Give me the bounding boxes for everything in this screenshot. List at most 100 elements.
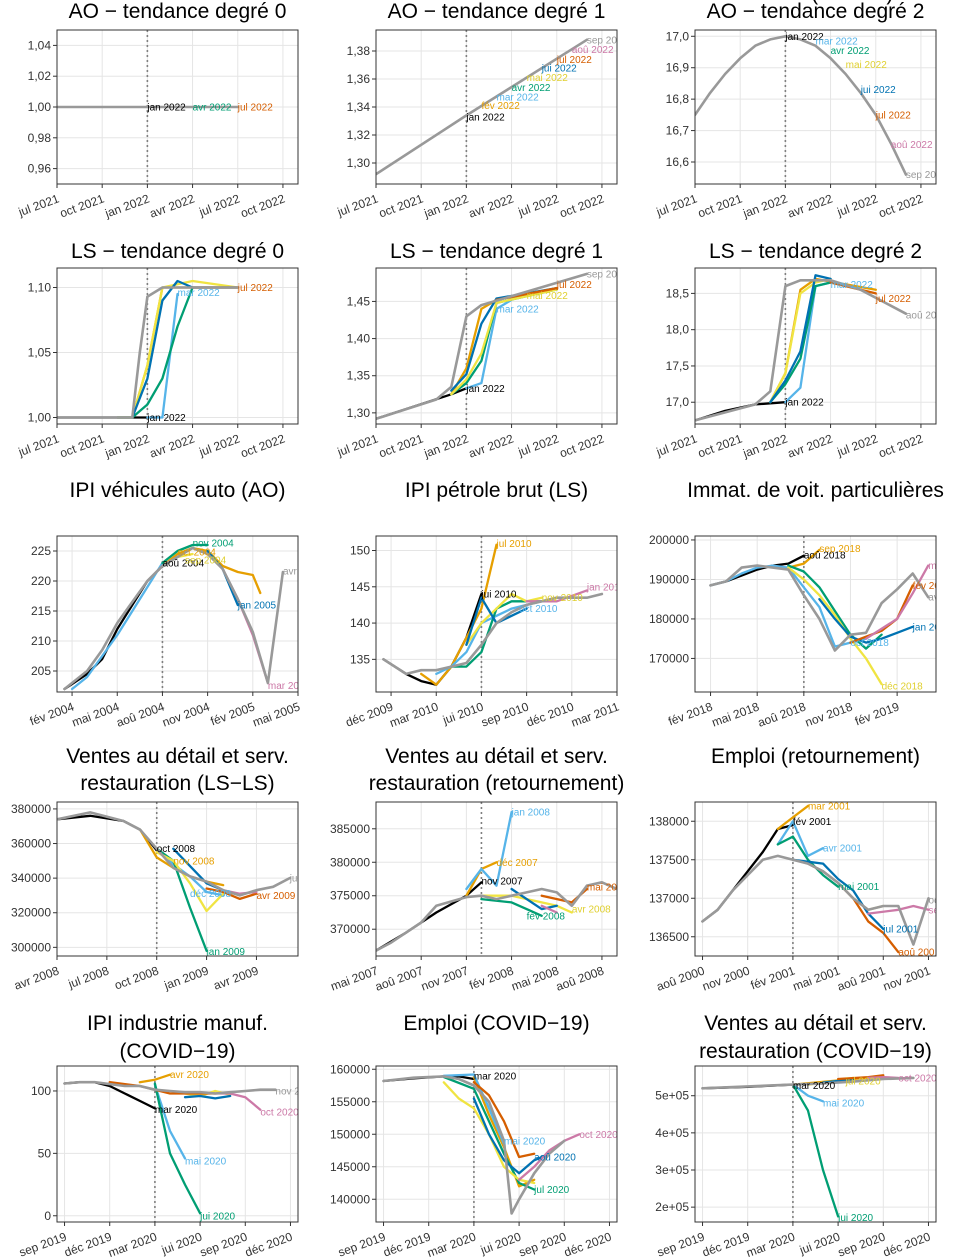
y-tick-label: 16,8: [666, 92, 690, 106]
y-tick-label: 1,10: [28, 281, 52, 295]
x-tick-label: mar 2020: [744, 1229, 797, 1257]
x-tick-label: jui 2020: [478, 1229, 524, 1257]
series-line-skyblue: [146, 292, 179, 419]
x-tick-label: déc 2020: [243, 1229, 294, 1257]
y-tick-label: 16,6: [666, 155, 690, 169]
y-tick-label: 1,38: [347, 44, 371, 58]
point-label: avr 2005: [283, 566, 322, 577]
point-label: aoû 2020: [534, 1153, 576, 1164]
y-tick-label: 225: [31, 544, 51, 558]
x-tick-label: aoû 2007: [373, 963, 425, 993]
x-tick-label: jan 2022: [740, 431, 789, 460]
x-tick-label: nov 2001: [881, 963, 932, 993]
point-label: fév 2001: [793, 817, 832, 828]
x-tick-label: sep 2020: [198, 1229, 249, 1257]
y-tick-label: 1,36: [347, 72, 371, 86]
x-tick-label: oct 2022: [558, 191, 606, 220]
series-line-vermillion: [472, 1081, 536, 1159]
x-tick-label: jan 2022: [102, 431, 151, 460]
point-label: oct 2008: [157, 844, 196, 855]
panel-border: [375, 801, 618, 957]
point-label: jui 2020: [199, 1211, 235, 1222]
series-line-blue: [472, 1097, 551, 1175]
x-tick-label: jui 2020: [797, 1229, 843, 1257]
x-tick-label: sep 2010: [479, 699, 530, 729]
series-line-orange: [776, 804, 810, 831]
y-tick-label: 145: [350, 580, 370, 594]
panel-border: [56, 1065, 299, 1223]
series-line-pink: [864, 564, 930, 640]
x-tick-label: jul 2021: [335, 191, 381, 219]
series-line-skyblue: [70, 561, 164, 691]
point-label: jui 2009: [289, 874, 325, 885]
y-tick-label: 0,96: [28, 162, 52, 176]
point-label: aoû 2004: [162, 559, 204, 570]
x-tick-label: oct 2021: [377, 431, 425, 460]
x-tick-label: déc 2020: [562, 1229, 613, 1257]
gridlines: [375, 268, 617, 424]
series-line-yellow: [787, 566, 883, 686]
x-tick-label: oct 2021: [696, 191, 744, 220]
panel-border: [375, 535, 618, 693]
point-label: jan 2008: [511, 808, 551, 819]
series-group: mar 2001 fév 2001 avr 2001 mai 2001 jul 2001…: [701, 802, 936, 956]
series-line-skyblue: [776, 820, 825, 858]
panel-border: [56, 267, 299, 425]
series-line-vermillion: [205, 887, 258, 901]
series-line-grey: [57, 286, 240, 419]
y-tick-label: 137500: [649, 853, 689, 867]
point-label: jul 2022: [237, 103, 273, 114]
y-tick-label: 150: [350, 544, 370, 558]
x-tick-label: mai 2005: [251, 699, 302, 729]
point-label: oct 2020: [579, 1130, 618, 1141]
x-tick-label: jui 2020: [159, 1229, 205, 1257]
x-tick-label: jan 2022: [421, 191, 470, 220]
point-label: avr 2019: [928, 593, 955, 604]
x-tick-label: jul 2022: [515, 431, 561, 459]
series-line-vermillion: [849, 584, 914, 644]
x-tick-label: déc 2010: [525, 699, 576, 729]
point-label: mai 2022: [527, 73, 569, 84]
y-tick-label: 0,98: [28, 131, 52, 145]
y-tick-label: 137000: [649, 891, 689, 905]
point-label: nov 2010: [542, 593, 584, 604]
point-label: mar 2020: [474, 1071, 517, 1082]
point-label: aoû 2022: [906, 311, 948, 322]
chart-panel: LS − tendance degré 1 jan 2022 mar 2022 mai…: [335, 240, 618, 461]
point-label: sep 2022: [906, 170, 948, 181]
x-tick-label: jul 2022: [196, 431, 242, 459]
x-tick-label: avr 2008: [12, 963, 61, 992]
series-line-orange: [420, 543, 498, 686]
gridlines: [695, 802, 936, 956]
x-tick-label: oct 2022: [239, 191, 287, 220]
gridlines: [695, 1066, 936, 1222]
y-tick-label: 1,32: [347, 128, 371, 142]
x-tick-label: avr 2022: [467, 191, 516, 220]
series-line-pink: [867, 904, 930, 915]
series-line-green: [155, 847, 208, 952]
series-group: mar 2020 mai 2020 aoû 2020 jul 2020 oct 2020: [382, 1071, 618, 1215]
point-label: aoû 2022: [891, 140, 933, 151]
chart-title: LS − tendance degré 0: [71, 240, 284, 263]
point-label: oct 2010: [519, 604, 558, 615]
panel-border: [694, 535, 937, 693]
y-tick-label: 200000: [649, 533, 689, 547]
y-tick-label: 180000: [649, 612, 689, 626]
series-line-grey: [382, 1075, 566, 1215]
chart-title: neuves (AO−LS): [738, 0, 894, 5]
point-label: jan 2022: [146, 413, 186, 424]
x-tick-label: oct 2022: [558, 431, 606, 460]
point-label: jul 2010: [496, 539, 532, 550]
y-tick-label: 138000: [649, 814, 689, 828]
point-label: avr 2008: [572, 905, 611, 916]
series-line-grey: [701, 854, 930, 946]
y-tick-label: 205: [31, 664, 51, 678]
point-label: jul 2022: [556, 55, 592, 66]
panel-border: [694, 1065, 937, 1223]
x-tick-label: mai 2007: [329, 963, 380, 993]
point-label: jul 2022: [875, 294, 911, 305]
chart-panel: LS − tendance degré 0 jan 2022 mar 2022 jul…: [16, 240, 299, 461]
